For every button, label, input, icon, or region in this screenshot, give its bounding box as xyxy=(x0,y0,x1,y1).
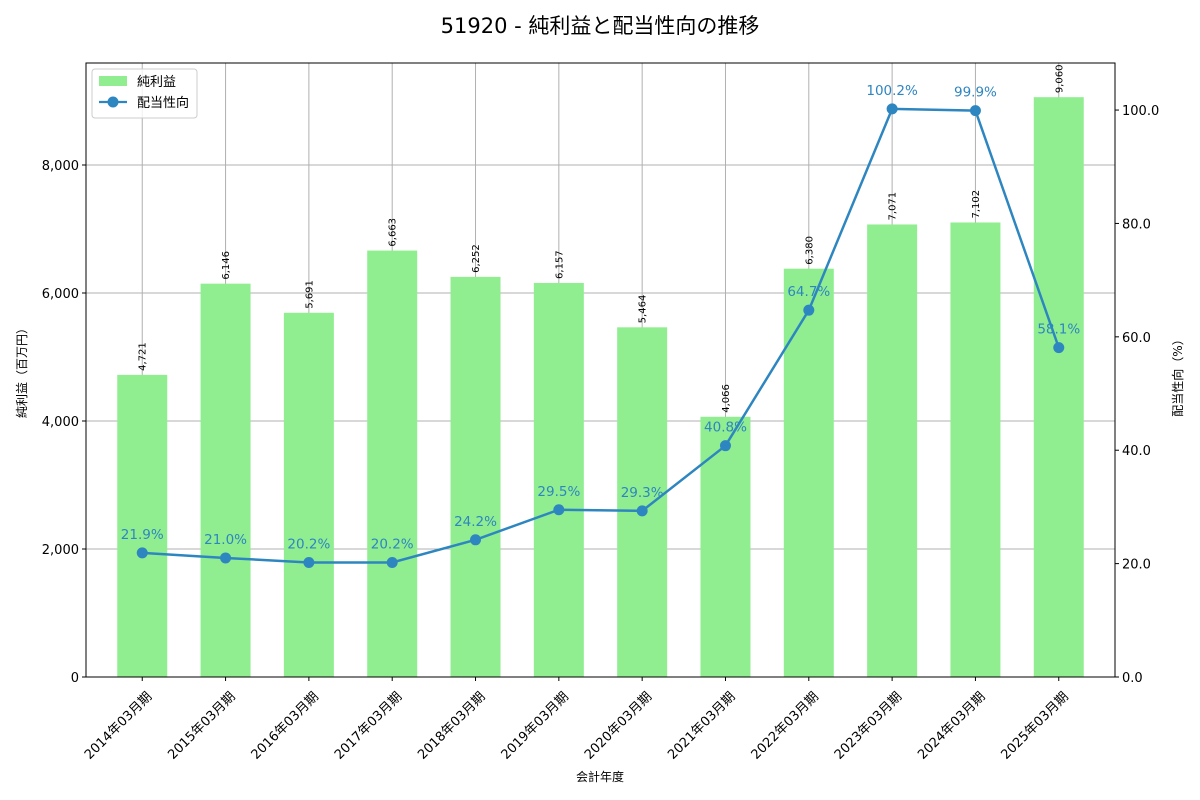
line-value-label: 40.8% xyxy=(704,420,747,436)
y-right-tick-label: 60.0 xyxy=(1122,331,1151,346)
line-value-label: 24.2% xyxy=(454,514,497,530)
x-tick-label: 2024年03月期 xyxy=(915,689,988,762)
y-axis-right-ticks: 0.0 20.0 40.0 60.0 80.0 100.0 xyxy=(1115,104,1159,686)
x-tick-label: 2015年03月期 xyxy=(165,689,238,762)
line-value-label: 58.1% xyxy=(1037,322,1080,338)
line-marker xyxy=(470,534,482,546)
line-marker xyxy=(886,103,898,115)
x-axis-label: 会計年度 xyxy=(576,769,624,784)
bar-value-label: 4,721 xyxy=(138,342,149,371)
bar xyxy=(783,268,834,677)
x-tick-label: 2022年03月期 xyxy=(749,689,822,762)
y-left-tick-label: 8,000 xyxy=(42,159,79,174)
y-left-tick-label: 6,000 xyxy=(42,287,79,302)
bar-value-label: 5,464 xyxy=(638,295,649,324)
bar-value-label: 6,663 xyxy=(388,218,399,247)
y-axis-left-label: 純利益（百万円） xyxy=(15,322,29,418)
bar xyxy=(283,312,334,677)
bar-value-label: 9,060 xyxy=(1054,65,1065,94)
bar-value-label: 7,102 xyxy=(971,190,982,219)
line-marker xyxy=(719,440,731,452)
x-tick-label: 2021年03月期 xyxy=(665,689,738,762)
bar xyxy=(950,222,1001,678)
x-tick-label: 2014年03月期 xyxy=(82,689,155,762)
x-tick-label: 2016年03月期 xyxy=(249,689,322,762)
bar-value-label: 6,157 xyxy=(554,250,565,279)
y-left-tick-label: 0 xyxy=(71,671,79,686)
x-tick-label: 2019年03月期 xyxy=(499,689,572,762)
bar xyxy=(117,374,168,677)
bar-value-labels: 4,721 6,146 5,691 6,663 6,252 6,157 5,464 4,066… xyxy=(138,65,1066,413)
payout-line xyxy=(142,107,1060,564)
y-right-tick-label: 0.0 xyxy=(1122,671,1143,686)
x-tick-label: 2023年03月期 xyxy=(832,689,905,762)
line-marker xyxy=(553,504,565,516)
x-tick-label: 2020年03月期 xyxy=(582,689,655,762)
legend-bar-swatch-icon xyxy=(99,76,127,86)
line-marker xyxy=(969,105,981,117)
line-marker xyxy=(1053,342,1065,354)
bar xyxy=(1033,97,1084,677)
bar-value-label: 6,146 xyxy=(221,251,232,280)
line-marker xyxy=(220,552,232,564)
y-axis-left-ticks: 0 2,000 4,000 6,000 8,000 xyxy=(42,159,86,686)
bar-value-label: 4,066 xyxy=(721,384,732,413)
y-right-tick-label: 100.0 xyxy=(1122,104,1159,119)
bar xyxy=(200,283,251,677)
line-value-label: 21.0% xyxy=(204,532,247,548)
line-marker xyxy=(136,547,148,559)
line-value-label: 99.9% xyxy=(954,85,997,101)
y-axis-right-label: 配当性向（%） xyxy=(1170,333,1185,416)
line-value-label: 100.2% xyxy=(866,83,918,99)
line-series-payout-ratio xyxy=(136,103,1065,568)
bar xyxy=(450,276,501,677)
line-value-label: 21.9% xyxy=(121,527,164,543)
chart-title: 51920 - 純利益と配当性向の推移 xyxy=(441,14,760,38)
line-marker xyxy=(636,505,648,517)
bar xyxy=(617,327,668,677)
bar xyxy=(867,224,918,678)
line-marker xyxy=(386,556,398,568)
line-value-label: 29.5% xyxy=(537,484,580,500)
line-marker xyxy=(803,304,815,316)
bar xyxy=(367,250,418,678)
line-value-labels: 21.9% 21.0% 20.2% 20.2% 24.2% 29.5% 29.3% 40.8%… xyxy=(121,83,1081,553)
x-axis-ticks: 2014年03月期 2015年03月期 2016年03月期 2017年03月期 2018… xyxy=(82,677,1072,763)
legend-label-net-income: 純利益 xyxy=(137,75,176,90)
bar xyxy=(700,416,751,677)
line-value-label: 29.3% xyxy=(621,485,664,501)
line-value-label: 64.7% xyxy=(787,284,830,300)
plot-frame xyxy=(85,62,1116,678)
bar-value-label: 6,380 xyxy=(804,236,815,265)
bar-value-label: 7,071 xyxy=(888,192,899,221)
y-right-tick-label: 40.0 xyxy=(1122,444,1151,459)
bar-series-net-income xyxy=(117,97,1084,678)
legend-label-payout-ratio: 配当性向 xyxy=(137,95,189,111)
bar-value-label: 6,252 xyxy=(471,244,482,273)
y-right-tick-label: 80.0 xyxy=(1122,217,1151,232)
line-marker xyxy=(303,556,315,568)
legend: 純利益 配当性向 xyxy=(91,68,198,119)
x-tick-label: 2018年03月期 xyxy=(415,689,488,762)
bar xyxy=(533,282,584,677)
bar-value-label: 5,691 xyxy=(304,280,315,309)
line-value-label: 20.2% xyxy=(371,536,414,552)
line-value-label: 20.2% xyxy=(287,536,330,552)
y-left-tick-label: 2,000 xyxy=(42,543,79,558)
y-right-tick-label: 20.0 xyxy=(1122,558,1151,573)
x-tick-label: 2017年03月期 xyxy=(332,689,405,762)
legend-marker-icon xyxy=(107,96,119,108)
x-tick-label: 2025年03月期 xyxy=(999,689,1072,762)
y-left-tick-label: 4,000 xyxy=(42,415,79,430)
